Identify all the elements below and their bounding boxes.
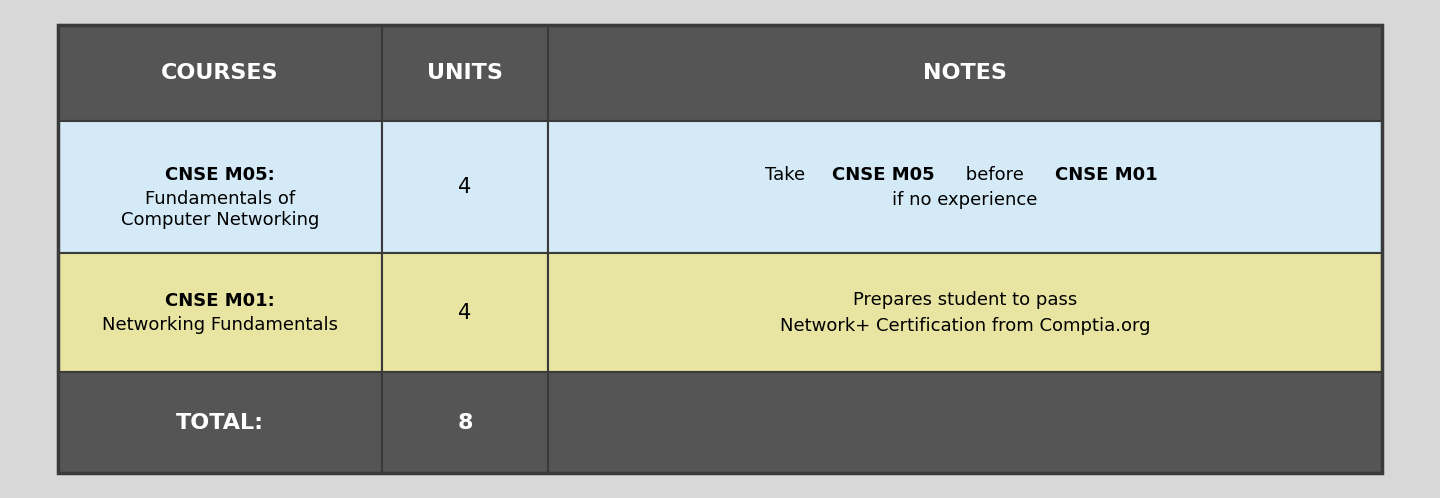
Text: Networking Fundamentals: Networking Fundamentals [102,316,338,334]
Bar [547,373,1382,473]
Text: CNSE M01:: CNSE M01: [166,292,275,310]
Bar [58,122,382,253]
Text: before: before [960,166,1030,184]
Text: Prepares student to pass: Prepares student to pass [852,291,1077,309]
Text: COURSES: COURSES [161,63,278,83]
Bar [382,122,547,253]
Bar [547,122,1382,253]
Text: UNITS: UNITS [428,63,503,83]
Bar [58,253,382,373]
Bar [382,25,547,122]
Bar [547,253,1382,373]
Bar [382,253,547,373]
Text: Take: Take [765,166,811,184]
Bar [382,373,547,473]
Text: 8: 8 [458,413,472,433]
Text: if no experience: if no experience [893,191,1038,209]
Text: CNSE M05: CNSE M05 [832,166,935,184]
Bar [58,25,382,122]
Text: Network+ Certification from Comptia.org: Network+ Certification from Comptia.org [780,317,1151,335]
Bar [547,25,1382,122]
Text: Fundamentals of
Computer Networking: Fundamentals of Computer Networking [121,190,320,229]
Bar [58,25,1382,473]
Text: 4: 4 [458,303,472,323]
Text: TOTAL:: TOTAL: [176,413,264,433]
Text: NOTES: NOTES [923,63,1007,83]
Text: 4: 4 [458,177,472,197]
Text: CNSE M01: CNSE M01 [1054,166,1158,184]
Text: CNSE M05:: CNSE M05: [166,166,275,184]
Bar [58,373,382,473]
